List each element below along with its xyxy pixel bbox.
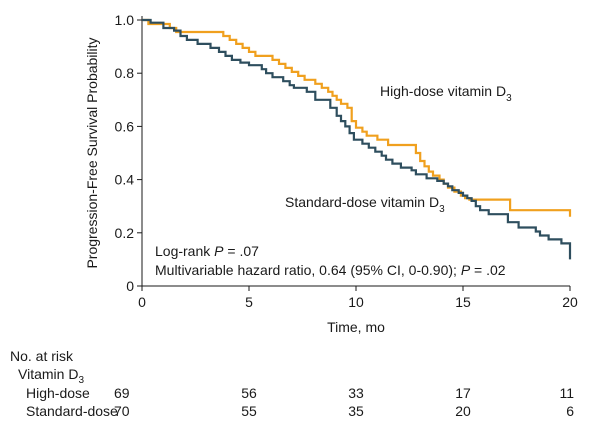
axes: 0 0.2 0.4 0.6 0.8 1.0 0 5 10 15 20 Time, mo Progress… xyxy=(84,12,578,335)
x-axis-title: Time, mo xyxy=(327,319,385,335)
series-label-high-dose: High-dose vitamin D3 xyxy=(380,83,512,104)
risk-cell: 11 xyxy=(559,385,574,401)
series-line-standard-dose xyxy=(142,18,572,260)
risk-cell: 56 xyxy=(241,385,257,401)
risk-cell: 70 xyxy=(114,403,130,419)
risk-cell: 20 xyxy=(455,403,471,419)
y-axis-title: Progression-Free Survival Probability xyxy=(84,37,100,268)
risk-group-label: Vitamin D3 xyxy=(18,366,84,386)
hazard-ratio-annotation: Multivariable hazard ratio, 0.64 (95% CI… xyxy=(155,262,506,278)
y-tick-label: 1.0 xyxy=(115,12,135,28)
y-tick-label: 0.2 xyxy=(115,225,135,241)
x-tick-label: 0 xyxy=(138,294,146,310)
x-tick-label: 15 xyxy=(455,294,471,310)
annotations: Log-rank P = .07 Multivariable hazard rat… xyxy=(155,243,506,278)
y-tick-label: 0.6 xyxy=(115,118,135,134)
series-line-high-dose xyxy=(142,18,572,217)
x-tick-label: 5 xyxy=(245,294,253,310)
risk-group-label-text: Vitamin D xyxy=(18,366,79,382)
km-chart: 0 0.2 0.4 0.6 0.8 1.0 0 5 10 15 20 Time, mo Progress… xyxy=(84,12,578,335)
x-tick-label: 20 xyxy=(562,294,578,310)
logrank-annotation: Log-rank P = .07 xyxy=(155,243,259,259)
y-tick-label: 0 xyxy=(126,278,134,294)
risk-row-label-high: High-dose xyxy=(26,385,90,401)
risk-cell: 55 xyxy=(241,403,257,419)
y-tick-label: 0.8 xyxy=(115,65,135,81)
x-tick-label: 10 xyxy=(348,294,364,310)
risk-cell: 33 xyxy=(348,385,364,401)
series-label-standard-dose: Standard-dose vitamin D3 xyxy=(285,194,445,215)
risk-cell: 35 xyxy=(348,403,364,419)
series-group xyxy=(142,18,572,260)
risk-cell: 69 xyxy=(114,385,130,401)
series-labels: High-dose vitamin D3 Standard-dose vitami… xyxy=(285,83,512,215)
risk-cell: 17 xyxy=(455,385,471,401)
risk-row-label-standard: Standard-dose xyxy=(26,403,118,419)
risk-cell: 6 xyxy=(566,403,574,419)
risk-title: No. at risk xyxy=(10,348,74,364)
risk-group-label-sub: 3 xyxy=(78,374,84,386)
y-tick-label: 0.4 xyxy=(115,172,135,188)
